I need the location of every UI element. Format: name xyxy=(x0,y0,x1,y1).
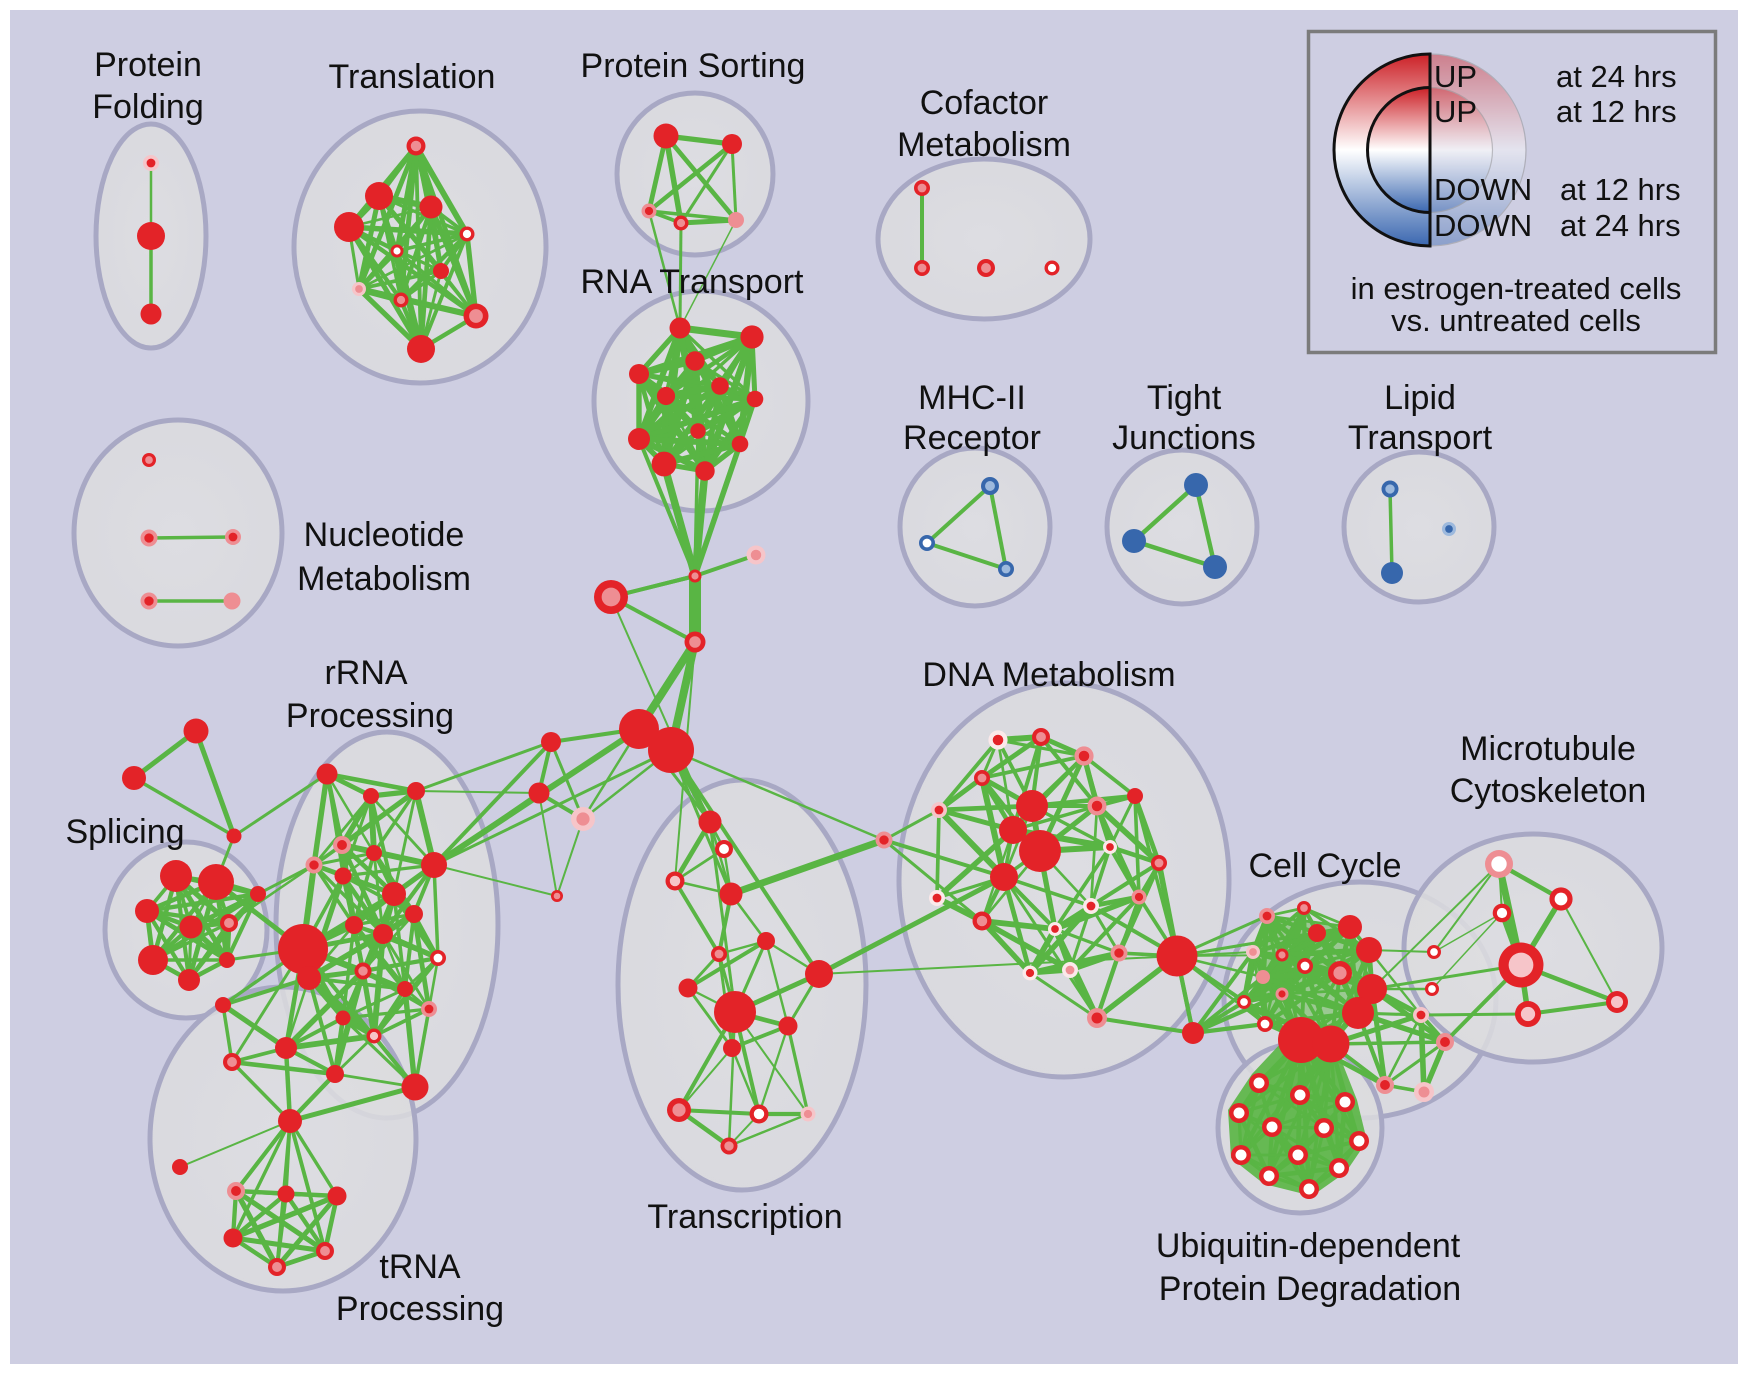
svg-text:MHC-II: MHC-II xyxy=(918,379,1026,417)
svg-text:Cell Cycle: Cell Cycle xyxy=(1248,847,1401,885)
svg-text:Translation: Translation xyxy=(329,58,496,96)
svg-text:Protein: Protein xyxy=(94,46,202,84)
svg-text:Lipid: Lipid xyxy=(1384,379,1456,417)
svg-text:Junctions: Junctions xyxy=(1112,419,1256,457)
svg-text:Ubiquitin-dependent: Ubiquitin-dependent xyxy=(1156,1227,1461,1265)
svg-text:in estrogen-treated cells: in estrogen-treated cells xyxy=(1351,271,1682,306)
svg-text:Tight: Tight xyxy=(1147,379,1222,417)
svg-text:Protein Degradation: Protein Degradation xyxy=(1159,1270,1461,1308)
svg-text:RNA Transport: RNA Transport xyxy=(581,263,805,301)
svg-text:Nucleotide: Nucleotide xyxy=(304,516,465,554)
svg-text:Metabolism: Metabolism xyxy=(297,560,471,598)
svg-text:at 24 hrs: at 24 hrs xyxy=(1556,59,1677,94)
svg-text:Receptor: Receptor xyxy=(903,419,1041,457)
svg-text:DNA Metabolism: DNA Metabolism xyxy=(922,656,1175,694)
svg-text:UP: UP xyxy=(1434,94,1477,129)
svg-text:tRNA: tRNA xyxy=(379,1248,461,1286)
svg-text:at 24 hrs: at 24 hrs xyxy=(1560,208,1681,243)
svg-text:Processing: Processing xyxy=(336,1290,504,1328)
svg-text:rRNA: rRNA xyxy=(324,654,407,692)
svg-text:Cofactor: Cofactor xyxy=(920,84,1049,122)
svg-text:Microtubule: Microtubule xyxy=(1460,730,1636,768)
svg-text:Transcription: Transcription xyxy=(647,1198,842,1236)
svg-text:Folding: Folding xyxy=(92,88,204,126)
svg-text:UP: UP xyxy=(1434,59,1477,94)
svg-text:vs. untreated cells: vs. untreated cells xyxy=(1391,303,1641,338)
svg-text:at 12 hrs: at 12 hrs xyxy=(1560,172,1681,207)
svg-text:Splicing: Splicing xyxy=(65,813,184,851)
svg-text:Protein Sorting: Protein Sorting xyxy=(581,47,806,85)
svg-text:Metabolism: Metabolism xyxy=(897,126,1071,164)
svg-text:Transport: Transport xyxy=(1348,419,1493,457)
svg-text:Processing: Processing xyxy=(286,697,454,735)
svg-text:DOWN: DOWN xyxy=(1434,208,1532,243)
svg-text:Cytoskeleton: Cytoskeleton xyxy=(1450,772,1647,810)
svg-text:DOWN: DOWN xyxy=(1434,172,1532,207)
svg-text:at 12 hrs: at 12 hrs xyxy=(1556,94,1677,129)
